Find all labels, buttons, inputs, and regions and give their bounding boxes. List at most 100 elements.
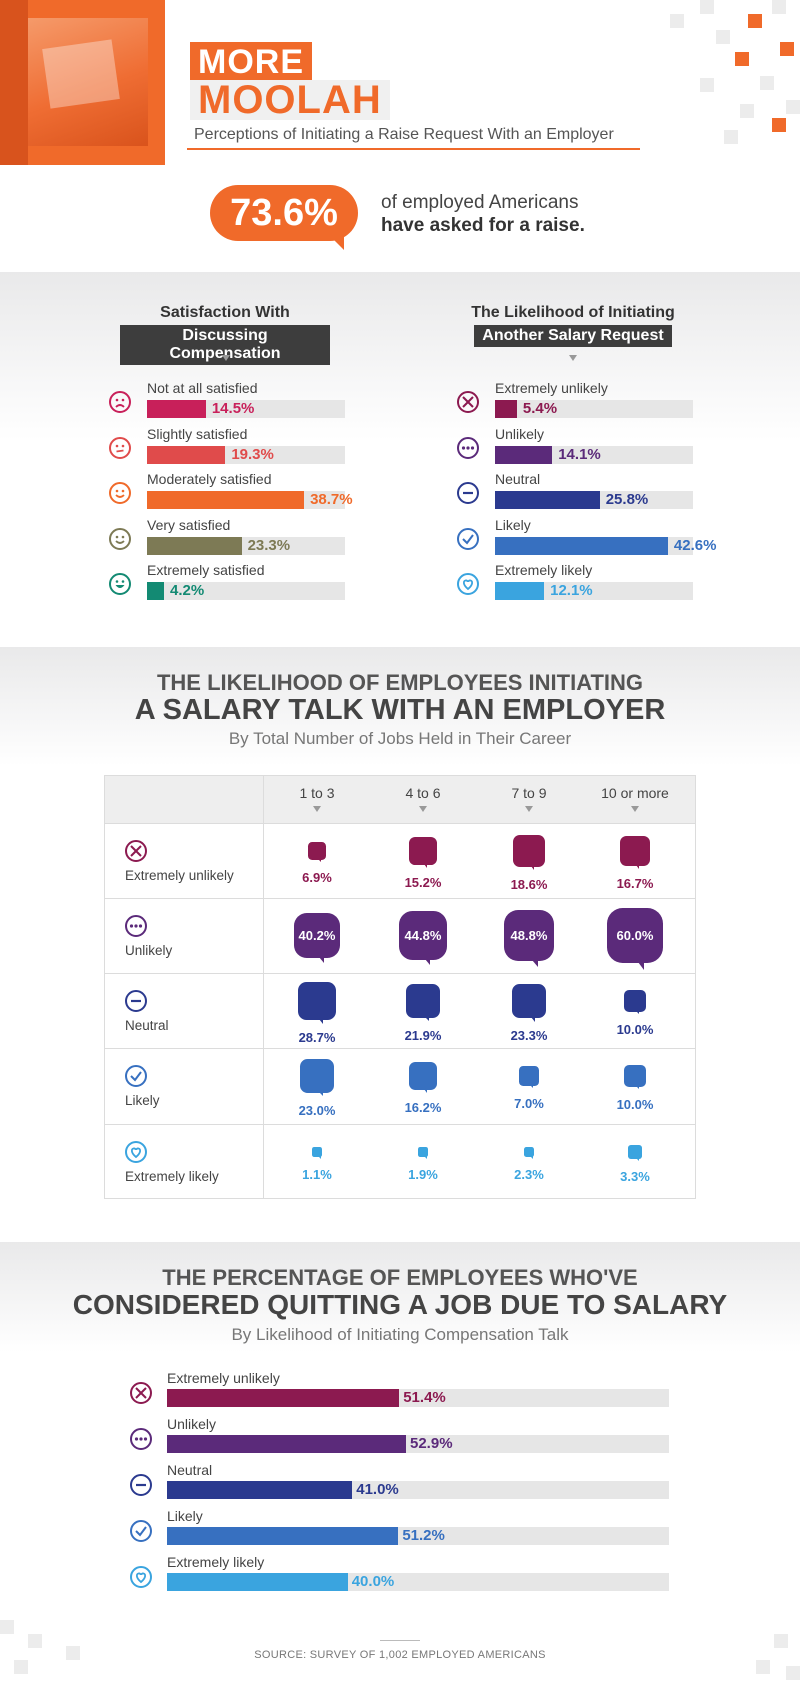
quit-value-0: 51.4% (403, 1389, 446, 1406)
chart2-label-3: Likely (495, 516, 531, 533)
table-value-2-2: 23.3% (510, 1028, 548, 1044)
chart1-value-2: 38.7% (310, 491, 353, 508)
table-title-line2: A SALARY TALK WITH AN EMPLOYER (134, 694, 666, 726)
table-row-line-1 (105, 973, 695, 974)
jobs-table: 1 to 3 4 to 6 7 to 9 10 or more Extremely un… (104, 775, 696, 1199)
table-row-line-2 (105, 1048, 695, 1049)
headline-stat-bubble: 73.6% (210, 185, 358, 241)
table-bubble-tail-0-0 (317, 859, 321, 863)
table-value-4-3: 3.3% (620, 1168, 650, 1184)
chart2-label-4: Extremely likely (495, 562, 593, 578)
quit-value-2: 41.0% (356, 1481, 399, 1498)
header-subtitle: Perceptions of Initiating a Raise Reques… (194, 126, 614, 143)
table-row-line-0 (105, 898, 695, 899)
heart-circle-icon-quit (128, 1564, 154, 1590)
chart1-bar-4 (147, 582, 165, 600)
table-bubble-tail-1-3 (637, 962, 644, 971)
neutral-face-icon (107, 435, 133, 461)
table-bubble-3-0 (299, 1058, 335, 1094)
table-bubble-tail-3-2 (529, 1084, 533, 1088)
table-bubble-tail-2-2 (530, 1017, 535, 1023)
chart1-caret (222, 355, 230, 361)
quit-bar-3 (167, 1527, 399, 1545)
chart1-value-4: 4.2% (170, 582, 205, 599)
table-bubble-4-2 (523, 1146, 535, 1158)
chart2-bar-3 (495, 536, 668, 555)
chart2-value-0: 5.4% (522, 400, 558, 417)
table-bubble-4-1 (418, 1147, 428, 1157)
table-value-2-1: 21.9% (404, 1027, 442, 1043)
table-head-line (105, 823, 695, 824)
table-value-0-1: 15.2% (404, 875, 442, 891)
chart2-track-0 (495, 400, 693, 418)
quit-title-line1: THE PERCENTAGE OF EMPLOYEES WHO'VE (162, 1265, 638, 1290)
x-circle-icon-row (123, 838, 149, 864)
chart2-value-4: 12.1% (550, 582, 593, 599)
table-col-caret-1 (419, 806, 427, 812)
table-value-4-1: 1.9% (408, 1167, 438, 1182)
table-bubble-tail-1-0 (319, 957, 325, 964)
quit-label-3: Likely (167, 1508, 203, 1524)
quit-bar-2 (167, 1481, 353, 1499)
chart1-value-3: 23.3% (247, 536, 291, 554)
title-moolah: MOOLAH (190, 80, 390, 120)
chart2-value-2: 25.8% (605, 491, 649, 508)
header-photo (0, 0, 165, 165)
chart1-track-4 (147, 582, 345, 600)
table-bubble-tail-1-2 (531, 959, 538, 967)
table-bubble-0-3 (620, 836, 650, 866)
grin-face-icon (107, 571, 133, 597)
chart2-bar-2 (495, 491, 600, 509)
minus-circle-icon (455, 480, 481, 506)
table-bubble-3-2 (519, 1066, 539, 1086)
quitting-section (0, 1242, 800, 1684)
table-value-3-2: 7.0% (514, 1095, 544, 1111)
table-value-1-0: 40.2% (298, 927, 336, 943)
chart1-value-1: 19.3% (231, 445, 274, 463)
header: MORE MOOLAH Perceptions of Initiating a … (0, 0, 800, 272)
quit-value-3: 51.2% (402, 1527, 445, 1544)
table-value-1-1: 44.8% (404, 927, 442, 943)
table-value-1-3: 60.0% (616, 927, 654, 943)
table-bubble-2-0 (297, 981, 337, 1021)
quit-label-2: Neutral (167, 1462, 213, 1478)
table-bubble-tail-4-2 (529, 1156, 533, 1160)
quit-title-line2: CONSIDERED QUITTING A JOB DUE TO SALARY (72, 1289, 728, 1320)
table-bubble-tail-2-0 (318, 1019, 323, 1025)
smile-face-icon (107, 480, 133, 506)
quit-label-1: Unlikely (167, 1416, 217, 1432)
dots-circle-icon (455, 435, 481, 461)
table-bubble-tail-1-1 (425, 958, 431, 965)
check-circle-icon-row (123, 1063, 149, 1089)
chart1-label-0: Not at all satisfied (147, 380, 258, 396)
table-title-line1: THE LIKELIHOOD OF EMPLOYEES INITIATING (156, 670, 644, 695)
table-value-2-3: 10.0% (616, 1022, 654, 1038)
table-bubble-2-2 (511, 983, 547, 1019)
table-row-label-0: Extremely unlikely (125, 868, 234, 883)
table-bubble-tail-3-1 (424, 1089, 428, 1094)
table-value-0-0: 6.9% (302, 870, 332, 886)
table-row-label-2: Neutral (125, 1018, 169, 1033)
quit-label-0: Extremely unlikely (167, 1370, 280, 1386)
x-circle-icon (455, 389, 481, 415)
table-row-line-3 (105, 1124, 695, 1125)
minus-circle-icon-quit (128, 1472, 154, 1498)
chart1-value-0: 14.5% (211, 400, 255, 417)
headline-stat-text-2: have asked for a raise. (381, 215, 585, 236)
chart2-bar-0 (495, 400, 517, 418)
chart1-bar-3 (147, 536, 242, 555)
table-bubble-tail-2-1 (424, 1016, 429, 1021)
dots-circle-icon-row (123, 913, 149, 939)
table-col-head-0: 1 to 3 (299, 785, 335, 801)
chart2-bar-4 (495, 582, 545, 600)
chart1-label-3: Very satisfied (147, 516, 231, 533)
table-bubble-tail-2-3 (636, 1011, 640, 1015)
chart2-title-line2: Another Salary Request (474, 325, 672, 347)
quit-value-1: 52.9% (410, 1435, 453, 1452)
table-bubble-1-2 (503, 910, 555, 961)
chart2-value-3: 42.6% (673, 536, 717, 554)
table-value-3-3: 10.0% (616, 1097, 654, 1113)
chart1-bar-2 (147, 491, 305, 509)
table-col-caret-3 (631, 806, 639, 812)
quit-bar-4 (167, 1573, 348, 1591)
